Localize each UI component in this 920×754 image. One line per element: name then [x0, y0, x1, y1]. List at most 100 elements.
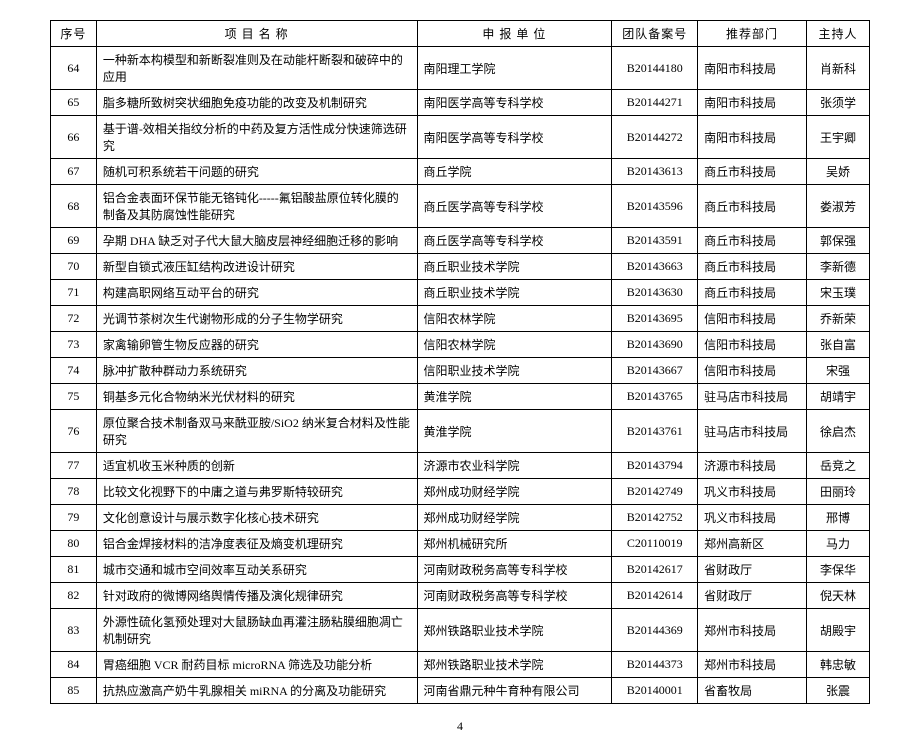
table-row: 78比较文化视野下的中庸之道与弗罗斯特较研究郑州成功财经学院B20142749巩… [51, 479, 870, 505]
table-row: 64一种新本构模型和新断裂准则及在动能杆断裂和破碎中的应用南阳理工学院B2014… [51, 47, 870, 90]
cell-seq: 66 [51, 116, 97, 159]
cell-code: B20143630 [612, 280, 698, 306]
cell-name: 外源性硫化氢预处理对大鼠肠缺血再灌注肠粘膜细胞凋亡机制研究 [96, 609, 417, 652]
cell-name: 原位聚合技术制备双马来酰亚胺/SiO2 纳米复合材料及性能研究 [96, 410, 417, 453]
cell-name: 城市交通和城市空间效率互动关系研究 [96, 557, 417, 583]
table-row: 68铝合金表面环保节能无铬钝化-----氟铝酸盐原位转化膜的制备及其防腐蚀性能研… [51, 185, 870, 228]
cell-seq: 73 [51, 332, 97, 358]
cell-name: 构建高职网络互动平台的研究 [96, 280, 417, 306]
cell-dept: 郑州市科技局 [698, 652, 807, 678]
table-row: 75铜基多元化合物纳米光伏材料的研究黄淮学院B20143765驻马店市科技局胡靖… [51, 384, 870, 410]
cell-host: 王宇卿 [806, 116, 869, 159]
cell-name: 胃癌细胞 VCR 耐药目标 microRNA 筛选及功能分析 [96, 652, 417, 678]
cell-code: B20144271 [612, 90, 698, 116]
table-row: 70新型自锁式液压缸结构改进设计研究商丘职业技术学院B20143663商丘市科技… [51, 254, 870, 280]
cell-unit: 南阳医学高等专科学校 [417, 90, 612, 116]
cell-unit: 南阳理工学院 [417, 47, 612, 90]
cell-name: 孕期 DHA 缺乏对子代大鼠大脑皮层神经细胞迁移的影响 [96, 228, 417, 254]
table-row: 77适宜机收玉米种质的创新济源市农业科学院B20143794济源市科技局岳竞之 [51, 453, 870, 479]
table-row: 67随机可积系统若干问题的研究商丘学院B20143613商丘市科技局吴娇 [51, 159, 870, 185]
cell-dept: 郑州高新区 [698, 531, 807, 557]
cell-dept: 信阳市科技局 [698, 332, 807, 358]
cell-seq: 81 [51, 557, 97, 583]
header-name: 项 目 名 称 [96, 21, 417, 47]
table-row: 80铝合金焊接材料的洁净度表征及熵变机理研究郑州机械研究所C20110019郑州… [51, 531, 870, 557]
table-row: 81城市交通和城市空间效率互动关系研究河南财政税务高等专科学校B20142617… [51, 557, 870, 583]
cell-seq: 84 [51, 652, 97, 678]
cell-name: 抗热应激高产奶牛乳腺相关 miRNA 的分离及功能研究 [96, 678, 417, 704]
cell-name: 随机可积系统若干问题的研究 [96, 159, 417, 185]
cell-name: 家禽输卵管生物反应器的研究 [96, 332, 417, 358]
cell-dept: 济源市科技局 [698, 453, 807, 479]
cell-name: 脉冲扩散种群动力系统研究 [96, 358, 417, 384]
cell-unit: 河南省鼎元种牛育种有限公司 [417, 678, 612, 704]
cell-host: 岳竞之 [806, 453, 869, 479]
cell-unit: 郑州成功财经学院 [417, 505, 612, 531]
cell-seq: 67 [51, 159, 97, 185]
cell-host: 韩忠敏 [806, 652, 869, 678]
cell-dept: 信阳市科技局 [698, 358, 807, 384]
cell-dept: 省畜牧局 [698, 678, 807, 704]
cell-host: 李保华 [806, 557, 869, 583]
cell-seq: 80 [51, 531, 97, 557]
cell-host: 宋强 [806, 358, 869, 384]
cell-unit: 济源市农业科学院 [417, 453, 612, 479]
cell-code: B20142614 [612, 583, 698, 609]
cell-name: 适宜机收玉米种质的创新 [96, 453, 417, 479]
table-row: 66基于谱-效相关指纹分析的中药及复方活性成分快速筛选研究南阳医学高等专科学校B… [51, 116, 870, 159]
cell-unit: 河南财政税务高等专科学校 [417, 583, 612, 609]
cell-dept: 省财政厅 [698, 557, 807, 583]
cell-code: B20143695 [612, 306, 698, 332]
cell-name: 铝合金表面环保节能无铬钝化-----氟铝酸盐原位转化膜的制备及其防腐蚀性能研究 [96, 185, 417, 228]
header-unit: 申 报 单 位 [417, 21, 612, 47]
cell-name: 文化创意设计与展示数字化核心技术研究 [96, 505, 417, 531]
cell-name: 基于谱-效相关指纹分析的中药及复方活性成分快速筛选研究 [96, 116, 417, 159]
cell-dept: 信阳市科技局 [698, 306, 807, 332]
table-row: 74脉冲扩散种群动力系统研究信阳职业技术学院B20143667信阳市科技局宋强 [51, 358, 870, 384]
cell-unit: 信阳职业技术学院 [417, 358, 612, 384]
cell-name: 铝合金焊接材料的洁净度表征及熵变机理研究 [96, 531, 417, 557]
cell-seq: 69 [51, 228, 97, 254]
cell-unit: 商丘医学高等专科学校 [417, 185, 612, 228]
cell-host: 娄淑芳 [806, 185, 869, 228]
cell-unit: 黄淮学院 [417, 384, 612, 410]
cell-unit: 郑州机械研究所 [417, 531, 612, 557]
table-row: 69孕期 DHA 缺乏对子代大鼠大脑皮层神经细胞迁移的影响商丘医学高等专科学校B… [51, 228, 870, 254]
page-number: 4 [50, 719, 870, 734]
cell-name: 针对政府的微博网络舆情传播及演化规律研究 [96, 583, 417, 609]
cell-code: B20143596 [612, 185, 698, 228]
cell-dept: 巩义市科技局 [698, 505, 807, 531]
cell-unit: 南阳医学高等专科学校 [417, 116, 612, 159]
cell-code: B20143667 [612, 358, 698, 384]
header-host: 主持人 [806, 21, 869, 47]
table-row: 79文化创意设计与展示数字化核心技术研究郑州成功财经学院B20142752巩义市… [51, 505, 870, 531]
cell-seq: 64 [51, 47, 97, 90]
cell-seq: 71 [51, 280, 97, 306]
header-seq: 序号 [51, 21, 97, 47]
cell-host: 吴娇 [806, 159, 869, 185]
cell-host: 徐启杰 [806, 410, 869, 453]
table-row: 72光调节茶树次生代谢物形成的分子生物学研究信阳农林学院B20143695信阳市… [51, 306, 870, 332]
cell-name: 一种新本构模型和新断裂准则及在动能杆断裂和破碎中的应用 [96, 47, 417, 90]
cell-host: 乔新荣 [806, 306, 869, 332]
cell-seq: 79 [51, 505, 97, 531]
cell-unit: 郑州成功财经学院 [417, 479, 612, 505]
cell-unit: 商丘职业技术学院 [417, 280, 612, 306]
table-row: 83外源性硫化氢预处理对大鼠肠缺血再灌注肠粘膜细胞凋亡机制研究郑州铁路职业技术学… [51, 609, 870, 652]
cell-dept: 省财政厅 [698, 583, 807, 609]
cell-seq: 70 [51, 254, 97, 280]
table-row: 76原位聚合技术制备双马来酰亚胺/SiO2 纳米复合材料及性能研究黄淮学院B20… [51, 410, 870, 453]
cell-code: B20143591 [612, 228, 698, 254]
cell-seq: 75 [51, 384, 97, 410]
cell-code: B20143765 [612, 384, 698, 410]
cell-code: B20143663 [612, 254, 698, 280]
cell-seq: 74 [51, 358, 97, 384]
cell-seq: 82 [51, 583, 97, 609]
cell-dept: 商丘市科技局 [698, 185, 807, 228]
cell-seq: 77 [51, 453, 97, 479]
table-row: 82针对政府的微博网络舆情传播及演化规律研究河南财政税务高等专科学校B20142… [51, 583, 870, 609]
cell-code: B20143613 [612, 159, 698, 185]
cell-name: 光调节茶树次生代谢物形成的分子生物学研究 [96, 306, 417, 332]
cell-dept: 南阳市科技局 [698, 47, 807, 90]
cell-dept: 驻马店市科技局 [698, 384, 807, 410]
